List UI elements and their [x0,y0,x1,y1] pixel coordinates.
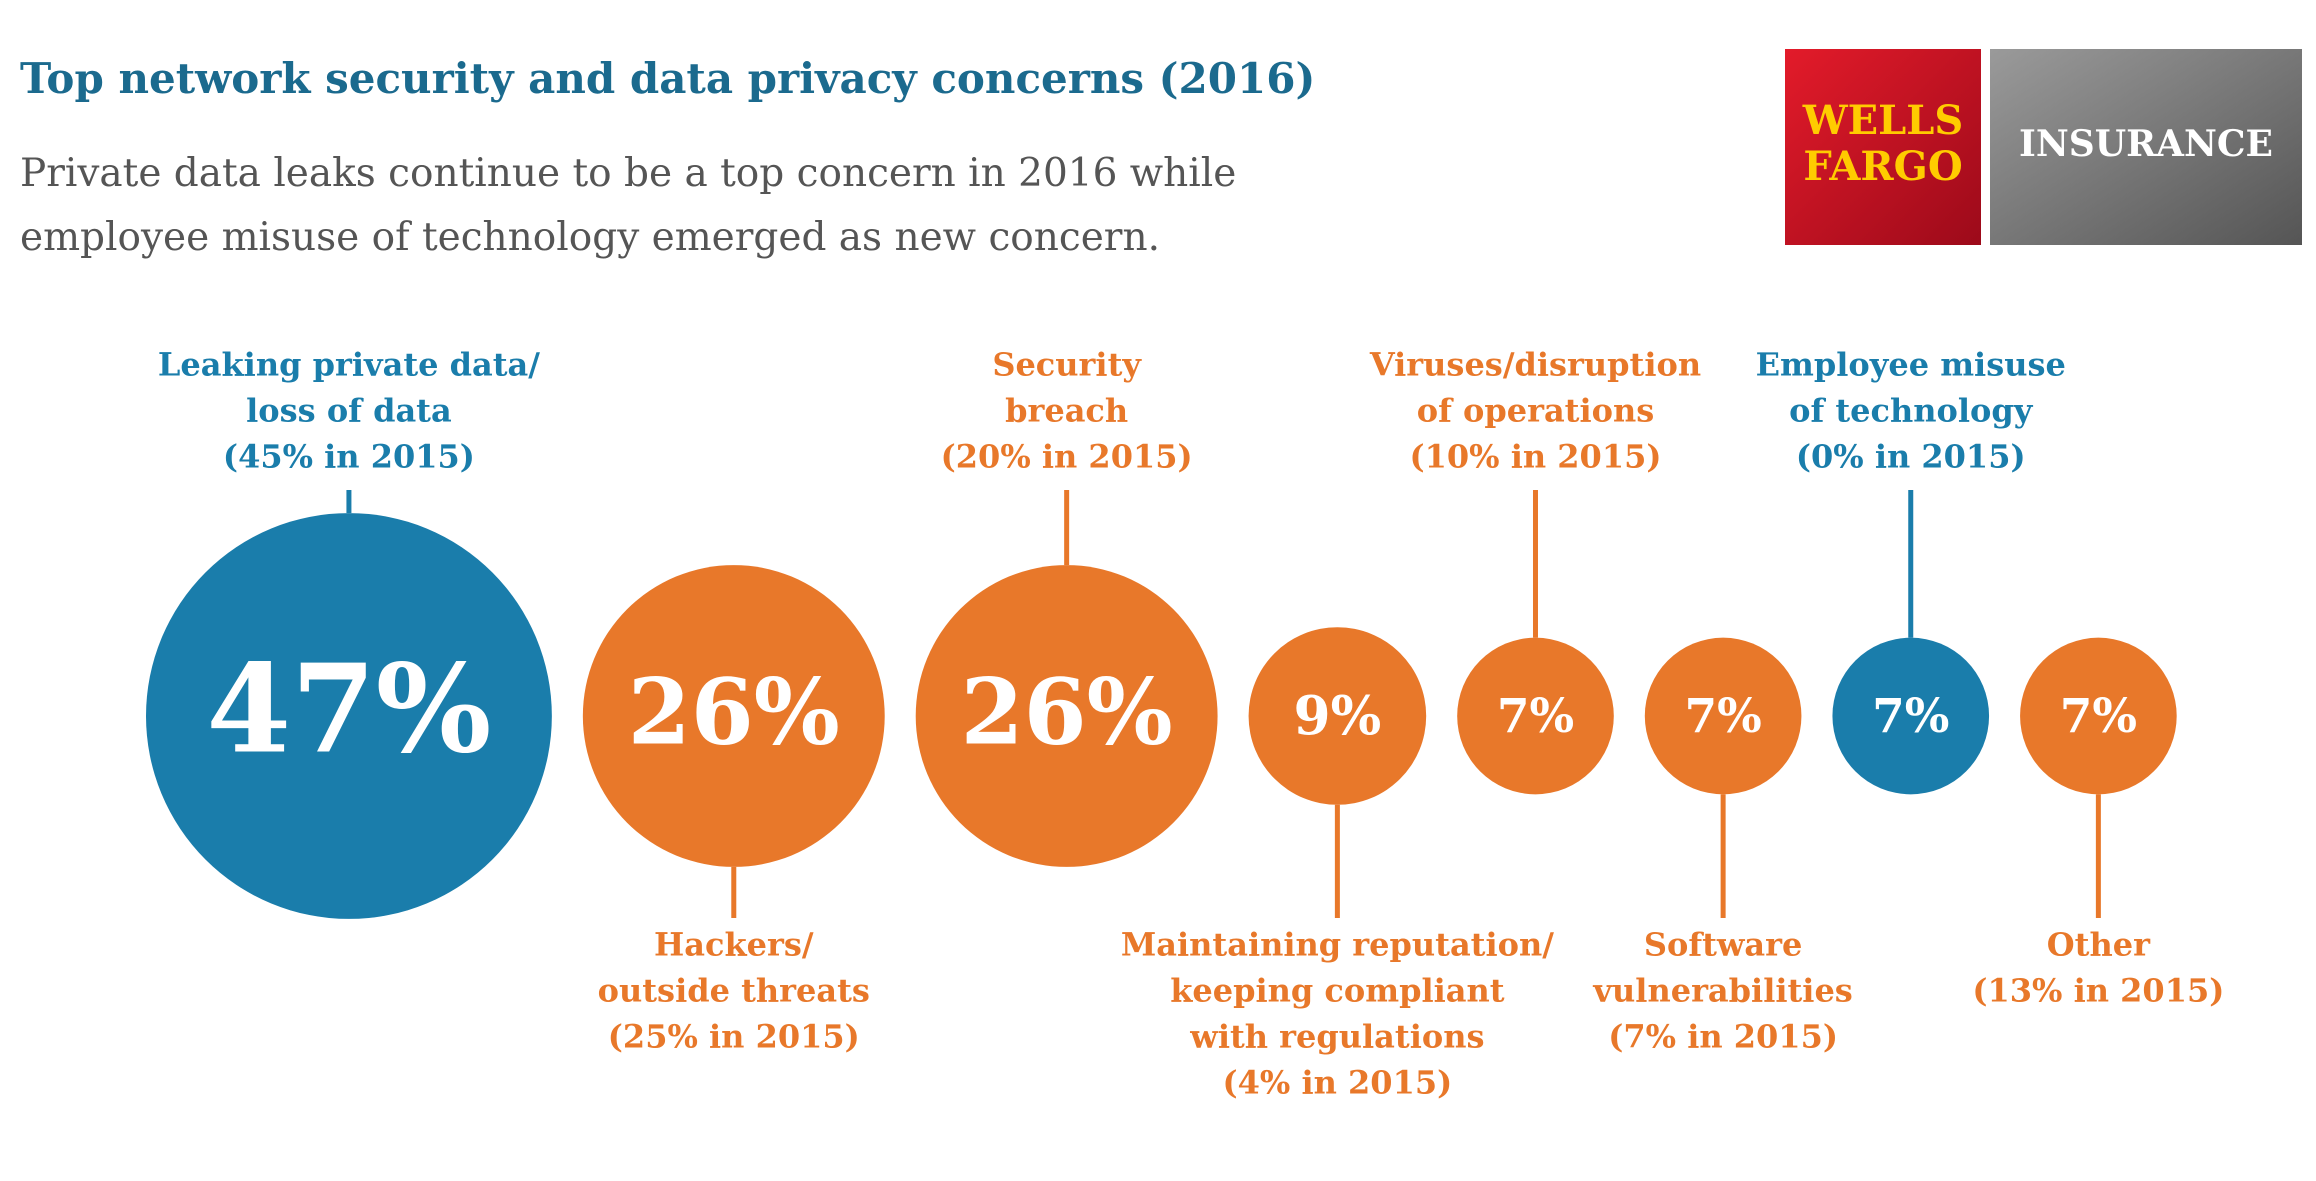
bubble [2020,637,2177,795]
logo-gray [1990,49,2302,245]
category-label: of technology [1789,392,2034,430]
category-label: vulnerabilities [1592,972,1852,1010]
prior-note: (0% in 2015) [1796,438,2026,476]
value-label: 7% [1872,689,1949,744]
chart-title: Top network security and data privacy co… [20,54,1315,103]
category-label: Viruses/disruption [1369,346,1701,384]
prior-note: (10% in 2015) [1410,438,1662,476]
bubble [915,565,1218,867]
category-label: Security [992,346,1142,384]
prior-note: (7% in 2015) [1608,1018,1838,1056]
value-label: 7% [2060,689,2137,744]
prior-note: (45% in 2015) [223,438,475,476]
category-label: Software [1644,926,1803,964]
bubble [1832,637,1990,795]
category-label: Employee misuse [1756,346,2066,384]
value-label: 26% [961,660,1173,766]
logo-brand: FARGO [1803,143,1962,190]
category-label: Maintaining reputation/ [1121,926,1554,964]
prior-note: (20% in 2015) [941,438,1193,476]
value-label: 7% [1497,689,1574,744]
category-label: Leaking private data/ [158,346,540,384]
subtitle: employee misuse of technology emerged as… [20,215,1160,260]
prior-note: (25% in 2015) [608,1018,860,1056]
value-label: 26% [628,660,840,766]
bubble [1644,637,1802,795]
category-label: Other [2047,926,2151,964]
value-label: 7% [1684,689,1761,744]
category-label: loss of data [246,392,452,430]
bubble [582,565,885,867]
category-label: with regulations [1189,1018,1484,1056]
logo-brand: WELLS [1802,97,1964,144]
value-label: 9% [1294,684,1382,747]
category-label: of operations [1417,392,1654,430]
bubble [1248,627,1427,805]
bubble [145,513,552,919]
prior-note: (4% in 2015) [1223,1064,1453,1102]
subtitle: Private data leaks continue to be a top … [20,151,1236,196]
category-label: breach [1005,392,1128,430]
value-label: 47% [206,638,491,781]
category-label: keeping compliant [1170,972,1505,1010]
logo-product: INSURANCE [2019,123,2273,165]
prior-note: (13% in 2015) [1972,972,2224,1010]
bubble [1457,637,1614,795]
category-label: Hackers/ [654,926,814,964]
logo-red [1785,49,1981,245]
category-label: outside threats [598,972,870,1010]
